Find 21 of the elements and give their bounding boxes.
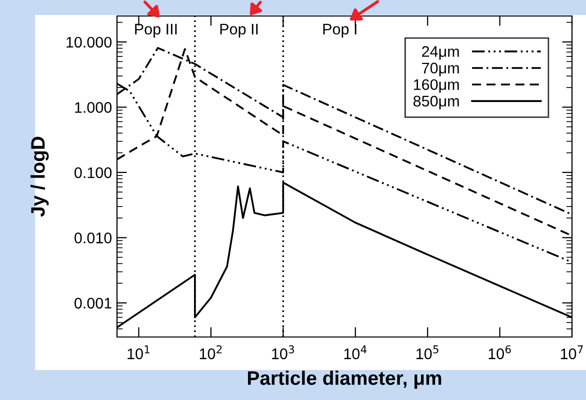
legend-label: 850μm (413, 96, 459, 110)
y-tick-label: 0.100 (74, 167, 112, 178)
x-tick-label: 10$^{3}$ (272, 345, 294, 360)
x-tick-label: 10$^{2}$ (200, 345, 222, 360)
legend-label: 24μm (422, 46, 459, 60)
x-tick-label: 10$^{4}$ (344, 345, 366, 360)
annotation: Pop III (135, 24, 177, 38)
y-axis-title: Jy / logD (30, 136, 49, 217)
x-tick-label: 10$^{7}$ (560, 345, 583, 360)
x-axis-title: Particle diameter, μm (248, 370, 442, 389)
y-tick-label: 0.010 (74, 232, 112, 244)
annotation: Pop II (220, 24, 258, 38)
x-tick-label: 10$^{6}$ (488, 345, 511, 360)
annotation: Pop I (323, 24, 356, 38)
y-tick-label: 0.001 (74, 298, 112, 309)
x-tick-label: 10$^{1}$ (128, 345, 150, 360)
legend-label: 160μm (414, 79, 459, 93)
y-tick-label: 10.000 (66, 36, 112, 48)
y-tick-label: 1.000 (75, 102, 112, 113)
x-tick-label: 10$^{5}$ (416, 345, 438, 360)
legend-label: 70μm (422, 62, 459, 76)
